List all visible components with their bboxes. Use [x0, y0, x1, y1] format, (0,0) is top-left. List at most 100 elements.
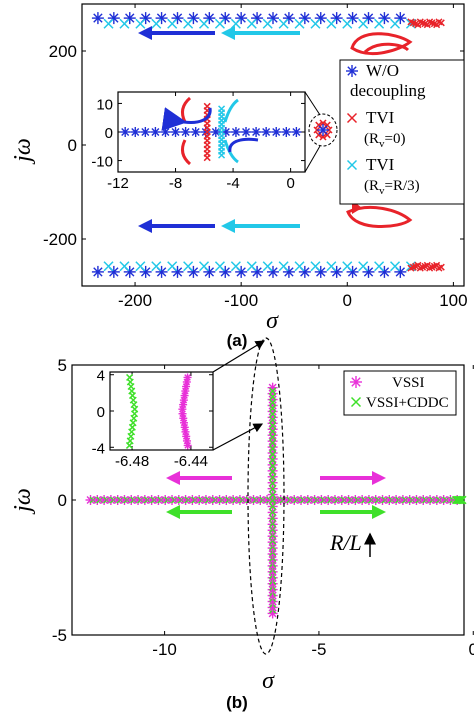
ib-vssi-point [182, 377, 191, 386]
ia-blue-point [190, 127, 201, 137]
b-endpoint-point [456, 495, 466, 505]
a-series1-point [405, 18, 416, 29]
a-series3-point [151, 261, 162, 272]
arrowhead-green-left [166, 505, 180, 519]
ia-blue-point [241, 127, 252, 137]
arrowhead-magenta-left [166, 471, 180, 485]
b-xtick-label: 0 [469, 640, 474, 659]
legend-b-box [343, 370, 457, 416]
ib-xtick-label: -6.44 [174, 453, 208, 470]
legend-b-entries: VSSI VSSI+CDDC [350, 375, 449, 411]
a-series1-point [151, 18, 162, 29]
legend-b-label: VSSI+CDDC [366, 395, 449, 411]
b-ticks: -10 -5 0 5 0 -5 [52, 356, 474, 659]
legend-a-box [339, 59, 465, 205]
legend-a-tail: =R/3) [385, 178, 420, 194]
ia-cyan-arrow-1 [223, 98, 239, 123]
a-series1-point [167, 18, 178, 29]
ia-xtick-label: 0 [286, 175, 294, 192]
a-origin-red-point [319, 119, 327, 127]
b-ytick-label: -5 [52, 626, 67, 645]
a-series3-point [342, 261, 353, 272]
b-cddc-imag-point [269, 485, 277, 493]
red-loop-top-2 [363, 42, 410, 54]
a-origin-blue-point [317, 124, 329, 136]
b-cddc-imag-point [269, 520, 277, 528]
a-series1-point [103, 18, 114, 29]
ia-blue-hook-2 [228, 137, 259, 153]
ia-blue-point [170, 127, 181, 137]
a-xtick-label: -100 [224, 291, 258, 310]
a-series3-point [198, 261, 210, 272]
a-series3-point [119, 261, 130, 272]
a-xtick-label: -200 [118, 291, 152, 310]
a-series1-point [230, 18, 241, 29]
a-series3-point [389, 261, 401, 272]
legend-a-label-line1: TVI [366, 155, 395, 174]
legend-a-label-line1: TVI [366, 108, 395, 127]
a-series0-point [219, 12, 232, 25]
legend-a-tail: =0) [385, 131, 406, 147]
ia-xtick-label: -12 [107, 175, 129, 192]
ib-vssi-point [181, 387, 190, 396]
zoom-ellipse-a [308, 113, 338, 147]
b-cddc-imag-point [269, 439, 277, 447]
b-cddc-imag-point [269, 404, 277, 412]
a-red-cluster-top-point [437, 19, 445, 27]
a-ylabel: jω [10, 138, 36, 165]
arrowhead-cyan-top [221, 26, 235, 40]
inset-b: -6.48 -6.44 4 0 -4 [92, 368, 214, 470]
a-series0-point [91, 12, 104, 25]
a-series2-point [362, 265, 375, 278]
arrowhead-green-right [372, 505, 386, 519]
ia-blue-point [291, 127, 302, 137]
a-series3-point [262, 261, 273, 272]
ia-xtick-label: -8 [169, 175, 182, 192]
b-cddc-imag-point [269, 393, 277, 401]
b-cddc-imag-point [269, 508, 277, 516]
legend-b-label: VSSI [392, 375, 425, 391]
zoom-leader-b-1 [212, 340, 266, 373]
a-series1-point [374, 18, 385, 29]
b-points [85, 382, 467, 619]
ib-cddc-point [126, 373, 134, 381]
ib-ytick-label: 4 [97, 368, 105, 385]
ib-ytick-label: 0 [97, 404, 105, 421]
a-ytick-label: 0 [68, 136, 77, 155]
b-cddc-imag-point [269, 399, 277, 407]
b-cddc-imag-point [269, 502, 277, 510]
a-series1-point [342, 18, 353, 29]
inset-b-ticks: -6.48 -6.44 4 0 -4 [92, 368, 213, 470]
legend-b-marker [350, 376, 362, 388]
rl-annotation: R/L [329, 530, 362, 555]
a-series1-point [310, 18, 321, 29]
legend-b-marker [350, 396, 362, 408]
a-series3-point [183, 261, 194, 272]
a-series1-point [294, 18, 305, 29]
b-endpoint-point [455, 495, 465, 505]
a-xtick-label: 100 [439, 291, 467, 310]
ia-ytick-label: 10 [96, 96, 113, 113]
ia-ytick-label: -10 [91, 154, 113, 171]
a-series0-point [251, 12, 264, 25]
ia-blue-point [261, 127, 272, 137]
zoom-leader-b-2 [212, 423, 264, 451]
a-origin-red-point [319, 133, 327, 141]
a-series3-point [326, 261, 337, 272]
b-caption: (b) [226, 693, 248, 712]
b-cddc-imag-point [269, 473, 277, 482]
ib-ytick-label: -4 [92, 440, 105, 457]
a-series0-point [203, 12, 216, 25]
a-xtick-label: 0 [343, 291, 352, 310]
legend-a-sub: v [379, 138, 385, 150]
b-xtick-label: -10 [152, 640, 177, 659]
b-cddc-imag-point [269, 496, 277, 505]
a-series3-point [294, 261, 305, 272]
a-series3-point [358, 261, 369, 272]
ib-vssi-point [182, 382, 191, 391]
b-motion-arrows [166, 471, 386, 519]
legend-a-marker [346, 159, 358, 171]
